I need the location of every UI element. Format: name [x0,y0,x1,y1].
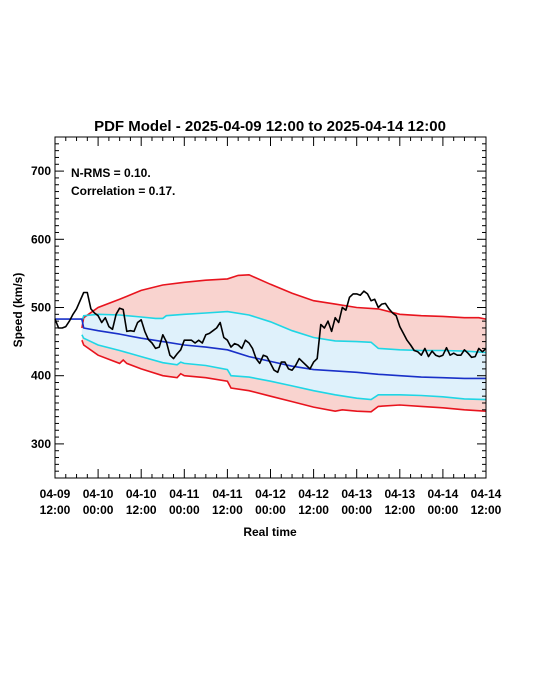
x-tick-label-time: 12:00 [471,503,502,517]
x-tick-label-date: 04-13 [341,487,372,501]
x-axis-label: Real time [243,525,297,539]
x-tick-label-date: 04-13 [384,487,415,501]
inner-band-lower-line [81,334,487,401]
x-tick-label-date: 04-10 [83,487,114,501]
plot-area [54,273,487,413]
annotation-nrms: N-RMS = 0.10. [71,166,151,180]
inner-band-upper-line [81,310,487,354]
x-tick-label-time: 12:00 [384,503,415,517]
x-tick-label-date: 04-14 [471,487,502,501]
x-tick-label-time: 12:00 [40,503,71,517]
x-tick-label-time: 12:00 [298,503,329,517]
y-tick-label: 700 [31,164,51,178]
series-line-model [55,318,486,380]
series-line-observed [54,290,487,374]
x-tick-label-time: 00:00 [83,503,114,517]
x-tick-label-time: 00:00 [341,503,372,517]
chart-title: PDF Model - 2025-04-09 12:00 to 2025-04-… [94,118,446,135]
annotation-correlation: Correlation = 0.17. [71,184,175,198]
x-tick-label-time: 00:00 [255,503,286,517]
axes: 300 400 500 600 700 04-09 12:00 04-10 00:00 04-10… [31,136,502,517]
x-tick-label-time: 12:00 [126,503,157,517]
y-tick-label: 500 [31,301,51,315]
y-tick-label: 400 [31,369,51,383]
x-tick-label-time: 12:00 [212,503,243,517]
x-tick-label-date: 04-09 [40,487,71,501]
x-tick-label-date: 04-12 [255,487,286,501]
y-axis-label: Speed (km/s) [11,273,25,348]
x-tick-label-date: 04-14 [428,487,459,501]
y-tick-label: 300 [31,437,51,451]
outer-band-lower-line [81,339,487,413]
x-tick-label-time: 00:00 [169,503,200,517]
outer-band-upper-line [81,273,487,329]
x-tick-label-date: 04-11 [169,487,199,501]
x-tick-label-date: 04-10 [126,487,157,501]
y-tick-label: 600 [31,232,51,246]
x-tick-label-date: 04-11 [212,487,242,501]
inner-band-fill [81,311,487,400]
x-tick-label-date: 04-12 [298,487,329,501]
x-tick-label-time: 00:00 [428,503,459,517]
